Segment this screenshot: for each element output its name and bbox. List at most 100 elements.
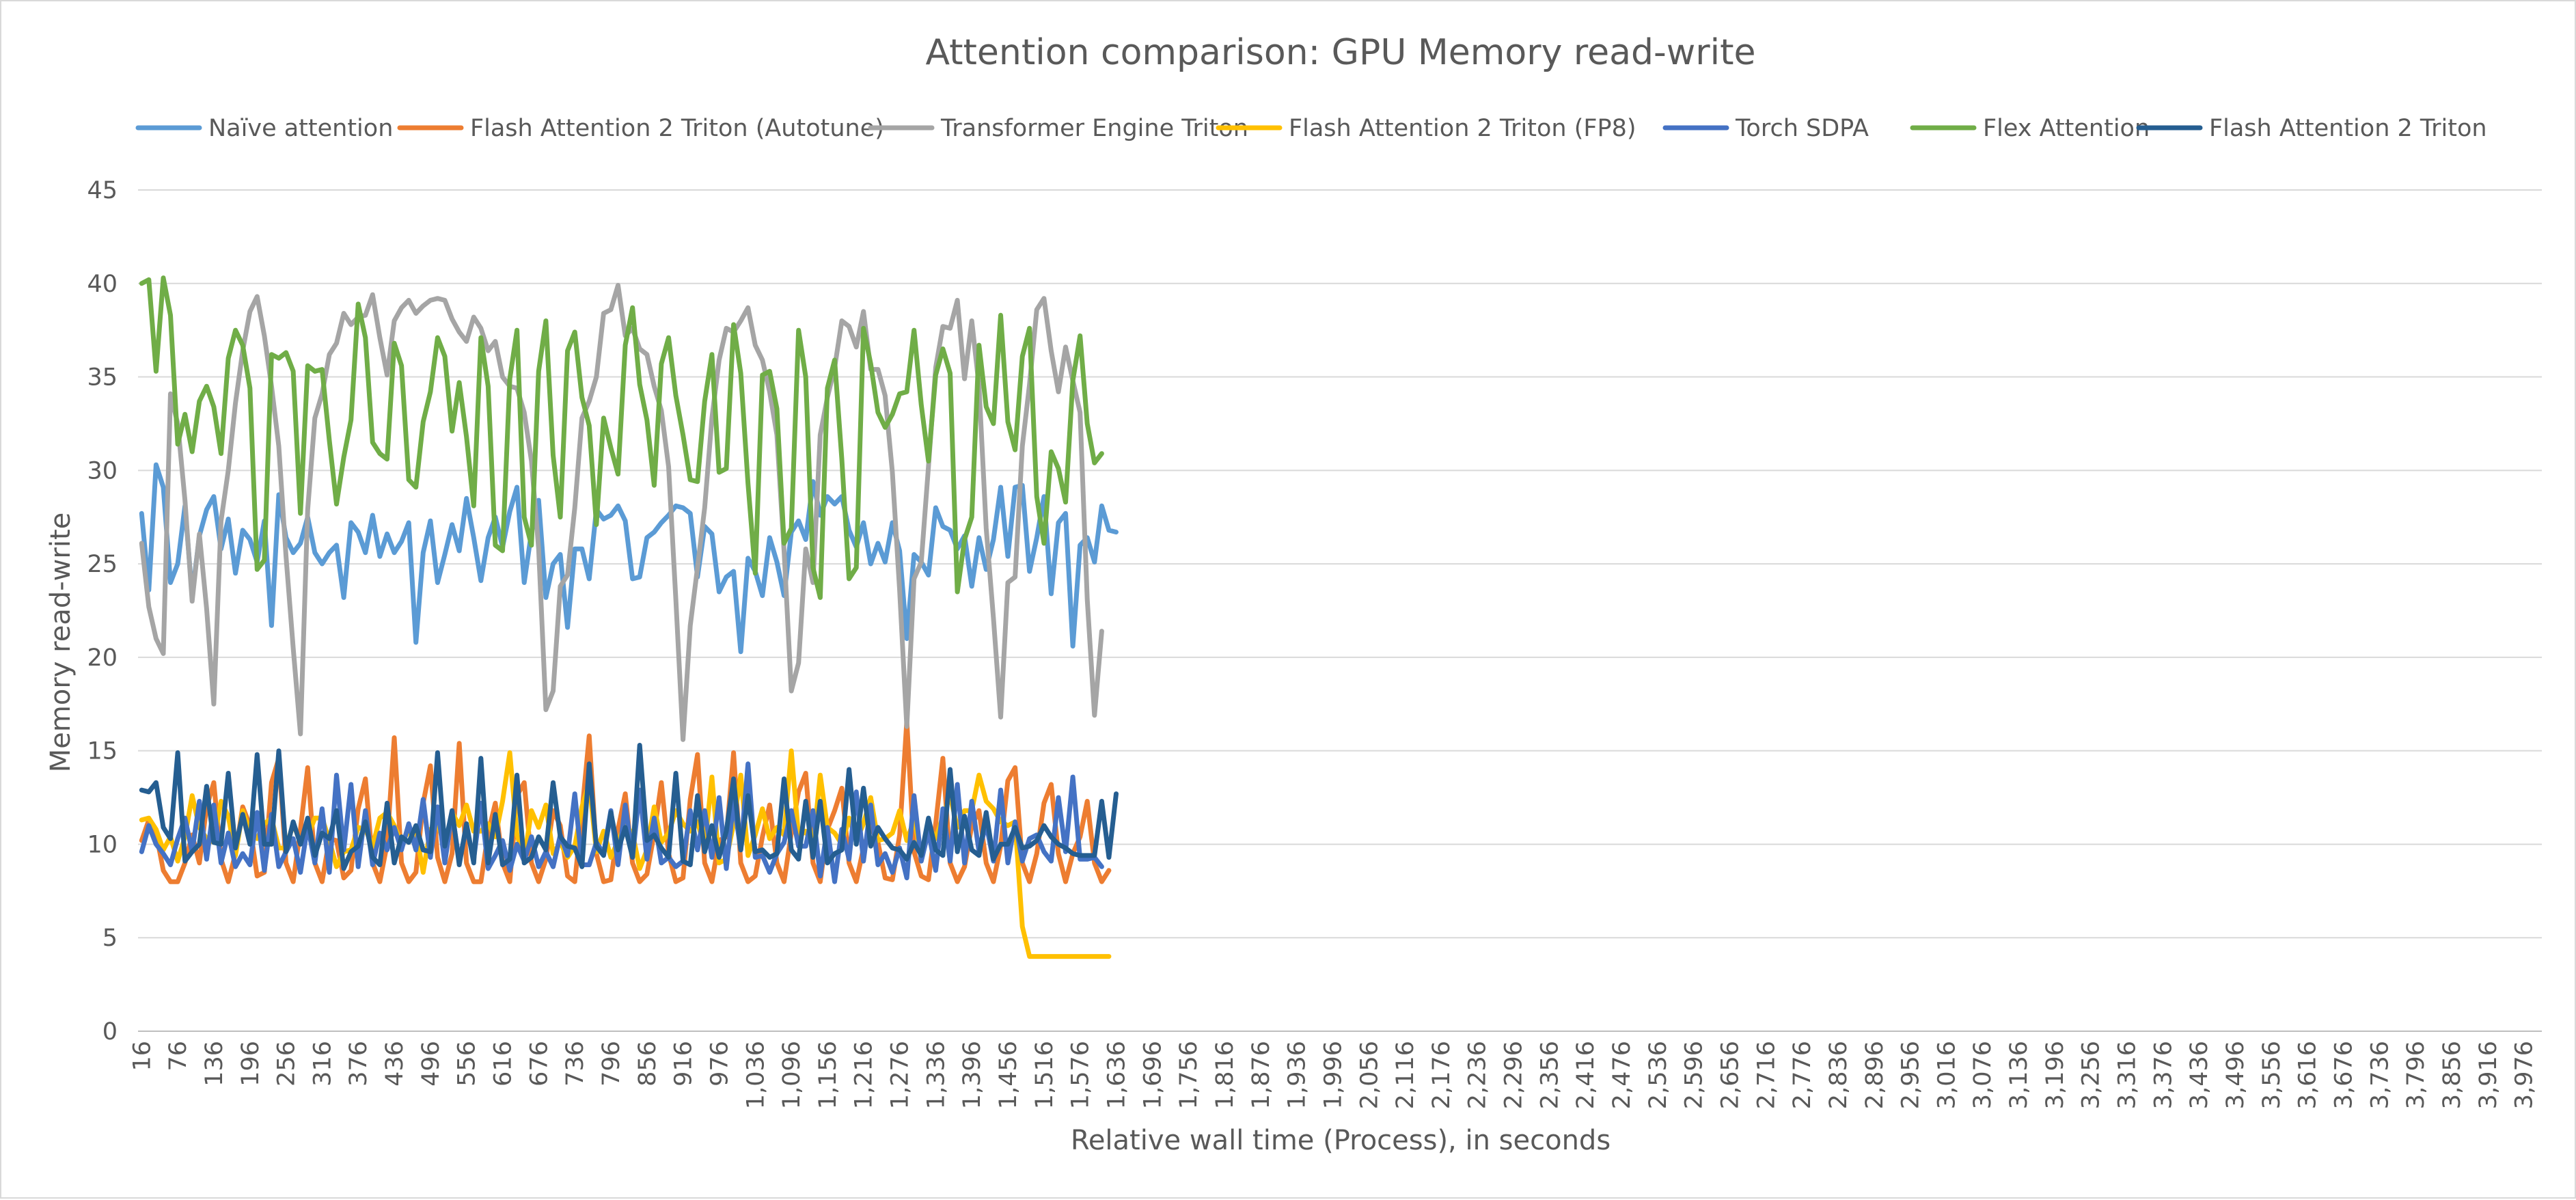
series-line-flash-attention-2-triton — [139, 743, 1119, 871]
legend-item: Flex Attention — [1910, 115, 2150, 142]
x-tick-label: 3,916 — [2475, 1041, 2502, 1109]
x-tick-label: 2,596 — [1681, 1041, 1708, 1109]
x-tick-label: 3,976 — [2511, 1041, 2538, 1109]
x-tick-label: 2,776 — [1789, 1041, 1816, 1109]
x-tick-label: 2,476 — [1608, 1041, 1636, 1109]
y-tick-label: 45 — [87, 177, 118, 204]
y-tick-label: 20 — [87, 644, 118, 672]
x-tick-label: 1,516 — [1031, 1041, 1058, 1109]
x-tick-label: 2,656 — [1716, 1041, 1744, 1109]
y-tick-label: 30 — [87, 457, 118, 485]
x-tick-label: 76 — [165, 1041, 192, 1072]
x-tick-label: 916 — [670, 1041, 698, 1087]
legend-item: Flash Attention 2 Triton — [2136, 115, 2487, 142]
x-axis-ticks: 16 76 136 196 256 316 376 436 496 556 616 676 736 796… — [128, 1041, 2538, 1109]
x-tick-label: 1,996 — [1319, 1041, 1347, 1109]
x-tick-label: 16 — [128, 1041, 156, 1072]
legend-item: Transformer Engine Triton — [868, 115, 1248, 142]
x-tick-label: 2,116 — [1392, 1041, 1419, 1109]
x-tick-label: 3,676 — [2330, 1041, 2357, 1109]
y-tick-label: 25 — [87, 551, 118, 578]
x-tick-label: 1,936 — [1284, 1041, 1311, 1109]
x-tick-label: 136 — [201, 1041, 228, 1087]
legend-label: Transformer Engine Triton — [940, 115, 1248, 142]
x-tick-label: 436 — [381, 1041, 409, 1087]
legend-label: Flash Attention 2 Triton (FP8) — [1289, 115, 1636, 142]
x-tick-label: 676 — [525, 1041, 553, 1087]
legend-label: Flash Attention 2 Triton — [2209, 115, 2487, 142]
x-tick-label: 796 — [598, 1041, 625, 1087]
x-tick-label: 3,556 — [2258, 1041, 2286, 1109]
x-tick-label: 1,876 — [1248, 1041, 1275, 1109]
x-tick-label: 1,336 — [922, 1041, 950, 1109]
x-tick-label: 3,856 — [2439, 1041, 2466, 1109]
y-tick-label: 35 — [87, 364, 118, 392]
x-tick-label: 736 — [562, 1041, 589, 1087]
x-tick-label: 1,636 — [1103, 1041, 1130, 1109]
legend-label: Naïve attention — [208, 115, 393, 142]
x-tick-label: 196 — [237, 1041, 264, 1087]
x-tick-label: 3,076 — [1969, 1041, 1997, 1109]
x-tick-label: 1,036 — [742, 1041, 769, 1109]
legend-item: Naïve attention — [135, 115, 393, 142]
x-tick-label: 1,576 — [1067, 1041, 1095, 1109]
gridlines — [138, 189, 2542, 1032]
legend-label: Torch SDPA — [1735, 115, 1869, 142]
series-lines — [139, 275, 1119, 959]
x-tick-label: 256 — [273, 1041, 301, 1087]
x-tick-label: 3,016 — [1933, 1041, 1960, 1109]
x-tick-label: 1,396 — [959, 1041, 986, 1109]
x-tick-label: 1,096 — [778, 1041, 806, 1109]
x-tick-label: 3,196 — [2042, 1041, 2069, 1109]
y-tick-label: 40 — [87, 271, 118, 298]
series-line-transformer-engine-triton — [139, 283, 1104, 742]
x-tick-label: 2,176 — [1428, 1041, 1455, 1109]
x-tick-label: 1,756 — [1175, 1041, 1203, 1109]
series-line-flex-attention — [139, 275, 1104, 600]
x-tick-label: 1,216 — [851, 1041, 878, 1109]
legend-label: Flex Attention — [1983, 115, 2150, 142]
x-tick-label: 2,536 — [1645, 1041, 1672, 1109]
x-tick-label: 3,616 — [2294, 1041, 2322, 1109]
x-tick-label: 2,836 — [1825, 1041, 1852, 1109]
x-tick-label: 856 — [634, 1041, 661, 1087]
x-tick-label: 2,416 — [1572, 1041, 1600, 1109]
x-tick-label: 376 — [345, 1041, 372, 1087]
x-tick-label: 3,256 — [2078, 1041, 2105, 1109]
x-tick-label: 2,956 — [1897, 1041, 1925, 1109]
x-tick-label: 2,056 — [1356, 1041, 1383, 1109]
x-axis-title: Relative wall time (Process), in seconds — [1071, 1125, 1611, 1156]
x-tick-label: 2,296 — [1501, 1041, 1528, 1109]
legend-item: Torch SDPA — [1662, 115, 1869, 142]
y-axis-ticks: 0 5 10 15 20 25 30 35 40 45 — [87, 177, 118, 1046]
x-tick-label: 556 — [454, 1041, 481, 1087]
y-tick-label: 0 — [102, 1018, 118, 1046]
y-tick-label: 10 — [87, 831, 118, 858]
x-tick-label: 1,156 — [814, 1041, 842, 1109]
x-tick-label: 2,236 — [1464, 1041, 1492, 1109]
x-tick-label: 3,796 — [2402, 1041, 2430, 1109]
legend-item: Flash Attention 2 Triton (FP8) — [1216, 115, 1636, 142]
legend-item: Flash Attention 2 Triton (Autotune) — [397, 115, 884, 142]
legend-label: Flash Attention 2 Triton (Autotune) — [470, 115, 884, 142]
chart-title: Attention comparison: GPU Memory read-wr… — [925, 32, 1755, 73]
x-tick-label: 3,316 — [2114, 1041, 2141, 1109]
x-tick-label: 1,456 — [995, 1041, 1022, 1109]
x-tick-label: 3,376 — [2150, 1041, 2177, 1109]
x-tick-label: 3,736 — [2366, 1041, 2394, 1109]
x-tick-label: 316 — [309, 1041, 336, 1087]
y-tick-label: 15 — [87, 738, 118, 765]
x-tick-label: 3,436 — [2186, 1041, 2213, 1109]
y-tick-label: 5 — [102, 925, 118, 952]
y-axis-title: Memory read-write — [45, 513, 77, 772]
legend: Naïve attention Flash Attention 2 Triton … — [135, 115, 2487, 142]
x-tick-label: 3,496 — [2222, 1041, 2249, 1109]
x-tick-label: 1,696 — [1139, 1041, 1166, 1109]
x-tick-label: 616 — [490, 1041, 517, 1087]
x-tick-label: 2,896 — [1861, 1041, 1889, 1109]
x-tick-label: 2,356 — [1536, 1041, 1563, 1109]
x-tick-label: 1,816 — [1211, 1041, 1239, 1109]
x-tick-label: 976 — [706, 1041, 733, 1087]
